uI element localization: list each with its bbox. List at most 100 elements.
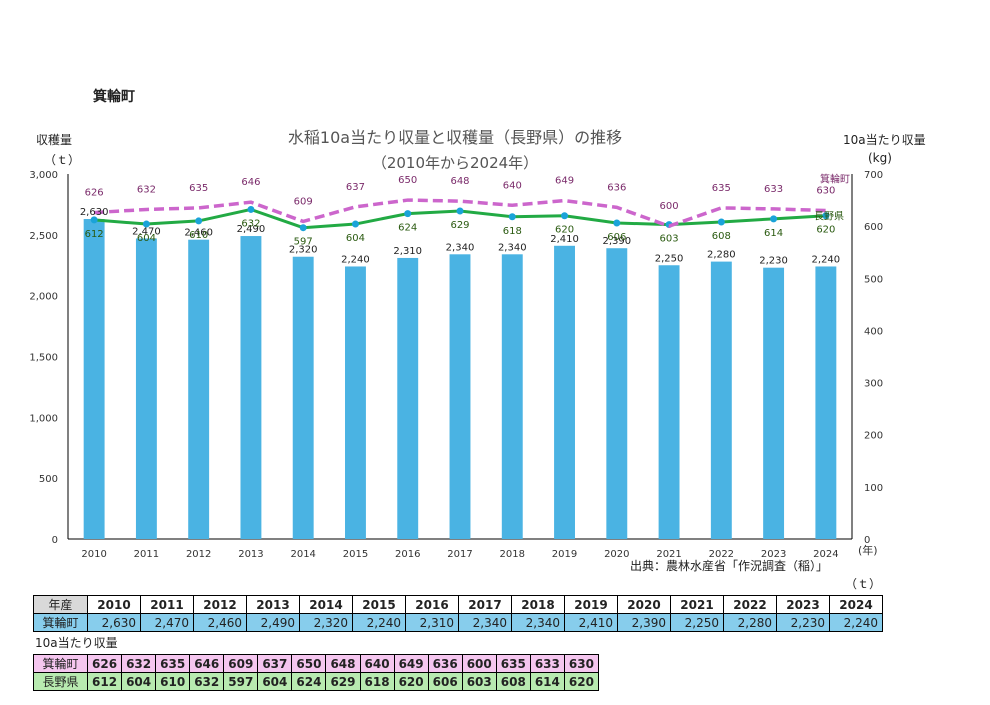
town-yield-cell: 2,250 xyxy=(670,613,724,632)
town-yield-cell: 2,340 xyxy=(458,613,512,632)
pref-per10a-cell: 604 xyxy=(257,672,293,691)
bar xyxy=(554,245,575,540)
combo-chart: 0 500 1,000 1,500 2,000 2,500 3,000 0 100 200 300 4… xyxy=(29,170,883,560)
chart-title: 水稲10a当たり収量と収穫量（長野県）の推移 xyxy=(287,128,623,147)
town-yield-cell: 2,470 xyxy=(140,613,194,632)
pref-point xyxy=(561,212,569,220)
town-series-label: 箕輪町 xyxy=(820,173,850,186)
year-cell: 2013 xyxy=(246,595,300,614)
pref-per10a-cell: 632 xyxy=(189,672,225,691)
pref-point xyxy=(247,205,255,213)
pref-point-label: 606 xyxy=(607,232,626,243)
y-left-tick-label: 1,500 xyxy=(29,353,58,364)
town-per10a-cell: 609 xyxy=(223,654,259,673)
pref-point-label: 604 xyxy=(137,233,156,244)
x-tick-label: 2020 xyxy=(604,549,629,560)
town-yield-cell: 2,240 xyxy=(829,613,883,632)
town-per10a-cell: 630 xyxy=(563,654,599,673)
pref-point-label: 620 xyxy=(555,225,574,236)
y-right-tick-label: 700 xyxy=(864,170,883,181)
bar-value-label: 2,410 xyxy=(550,234,579,245)
town-yield-label: 箕輪町 xyxy=(33,613,88,632)
town-yield-cell: 2,230 xyxy=(776,613,830,632)
town-point-label: 648 xyxy=(450,176,469,187)
town-per10a-cell: 646 xyxy=(189,654,225,673)
y-left-tick-label: 500 xyxy=(39,474,58,485)
y-right-unit: (kg) xyxy=(868,151,892,165)
town-yield-cell: 2,390 xyxy=(617,613,671,632)
town-per10a-cell: 637 xyxy=(257,654,293,673)
pref-per10a-label: 長野県 xyxy=(33,672,88,691)
bar-value-label: 2,240 xyxy=(812,254,841,265)
y-right-tick-label: 400 xyxy=(864,326,883,337)
y-right-tick-label: 300 xyxy=(864,379,883,390)
x-tick-label: 2012 xyxy=(186,549,211,560)
bar-value-label: 2,280 xyxy=(707,250,736,261)
bar xyxy=(710,261,732,539)
bar xyxy=(345,266,366,539)
pref-point-label: 629 xyxy=(450,220,469,231)
y-right-tick-label: 0 xyxy=(864,535,870,546)
bar-value-label: 2,310 xyxy=(393,246,422,257)
year-cell: 2022 xyxy=(723,595,777,614)
pref-point xyxy=(142,220,150,228)
pref-point xyxy=(195,217,203,225)
pref-point-label: 618 xyxy=(503,226,522,237)
bar-value-label: 2,250 xyxy=(655,253,684,264)
bar xyxy=(188,239,210,539)
town-point-label: 630 xyxy=(816,186,835,197)
town-per10a-cell: 635 xyxy=(495,654,531,673)
bar-value-label: 2,230 xyxy=(759,256,788,267)
town-yield-row: 箕輪町 2,630 2,470 2,460 2,490 2,320 2,240 2,310 2… xyxy=(33,613,883,632)
pref-point-label: 614 xyxy=(764,228,783,239)
y-right-tick-label: 600 xyxy=(864,222,883,233)
town-point-label: 635 xyxy=(189,183,208,194)
bar-value-label: 2,240 xyxy=(341,254,370,265)
x-tick-label: 2013 xyxy=(238,549,263,560)
yield-table: 年産 2010 2011 2012 2013 2014 2015 2016 2017 2018 2… xyxy=(33,595,883,632)
town-yield-cell: 2,240 xyxy=(352,613,406,632)
pref-point-label: 624 xyxy=(398,223,417,234)
pref-series-label: 長野県 xyxy=(814,211,844,223)
town-yield-cell: 2,340 xyxy=(511,613,565,632)
year-row: 年産 2010 2011 2012 2013 2014 2015 2016 2017 2018 2… xyxy=(33,595,883,614)
town-point-label: 637 xyxy=(346,182,365,193)
bar xyxy=(449,254,471,540)
pref-point xyxy=(90,216,98,224)
town-yield-cell: 2,490 xyxy=(246,613,300,632)
town-point-label: 626 xyxy=(85,188,104,199)
town-yield-cell: 2,630 xyxy=(87,613,141,632)
pref-point xyxy=(404,210,412,218)
town-point-label: 633 xyxy=(764,184,783,195)
bar-value-label: 2,340 xyxy=(446,242,475,253)
y-right-tick-label: 200 xyxy=(864,431,883,442)
year-cell: 2016 xyxy=(405,595,459,614)
pref-point-label: 632 xyxy=(241,218,260,229)
x-tick-label: 2021 xyxy=(656,549,681,560)
bar-value-label: 2,460 xyxy=(184,228,213,239)
pref-per10a-cell: 614 xyxy=(529,672,565,691)
town-line xyxy=(94,198,826,228)
town-yield-cell: 2,460 xyxy=(193,613,247,632)
pref-per10a-cell: 608 xyxy=(495,672,531,691)
town-point-label: 646 xyxy=(241,177,260,188)
town-per10a-cell: 640 xyxy=(359,654,395,673)
bar-value-label: 2,630 xyxy=(80,207,109,218)
y-left-tick-label: 1,000 xyxy=(29,413,58,424)
y-left-tick-label: 0 xyxy=(52,535,58,546)
town-per10a-cell: 626 xyxy=(86,654,123,673)
year-cell: 2020 xyxy=(617,595,671,614)
pref-per10a-cell: 624 xyxy=(291,672,327,691)
pref-point-label: 603 xyxy=(660,234,679,245)
pref-per10a-cell: 620 xyxy=(563,672,599,691)
bar-value-label: 2,320 xyxy=(289,245,318,256)
town-per10a-label: 箕輪町 xyxy=(33,654,88,673)
x-tick-label: 2017 xyxy=(447,549,472,560)
pref-per10a-cell: 618 xyxy=(359,672,395,691)
per10a-table: 箕輪町 626 632 635 646 609 637 650 648 640 649 636 600… xyxy=(33,654,599,691)
x-tick-label: 2010 xyxy=(81,549,106,560)
town-yield-cell: 2,280 xyxy=(723,613,777,632)
x-tick-label: 2024 xyxy=(813,549,838,560)
bar xyxy=(240,236,262,540)
per10a-label: 10a当たり収量 xyxy=(35,636,118,650)
